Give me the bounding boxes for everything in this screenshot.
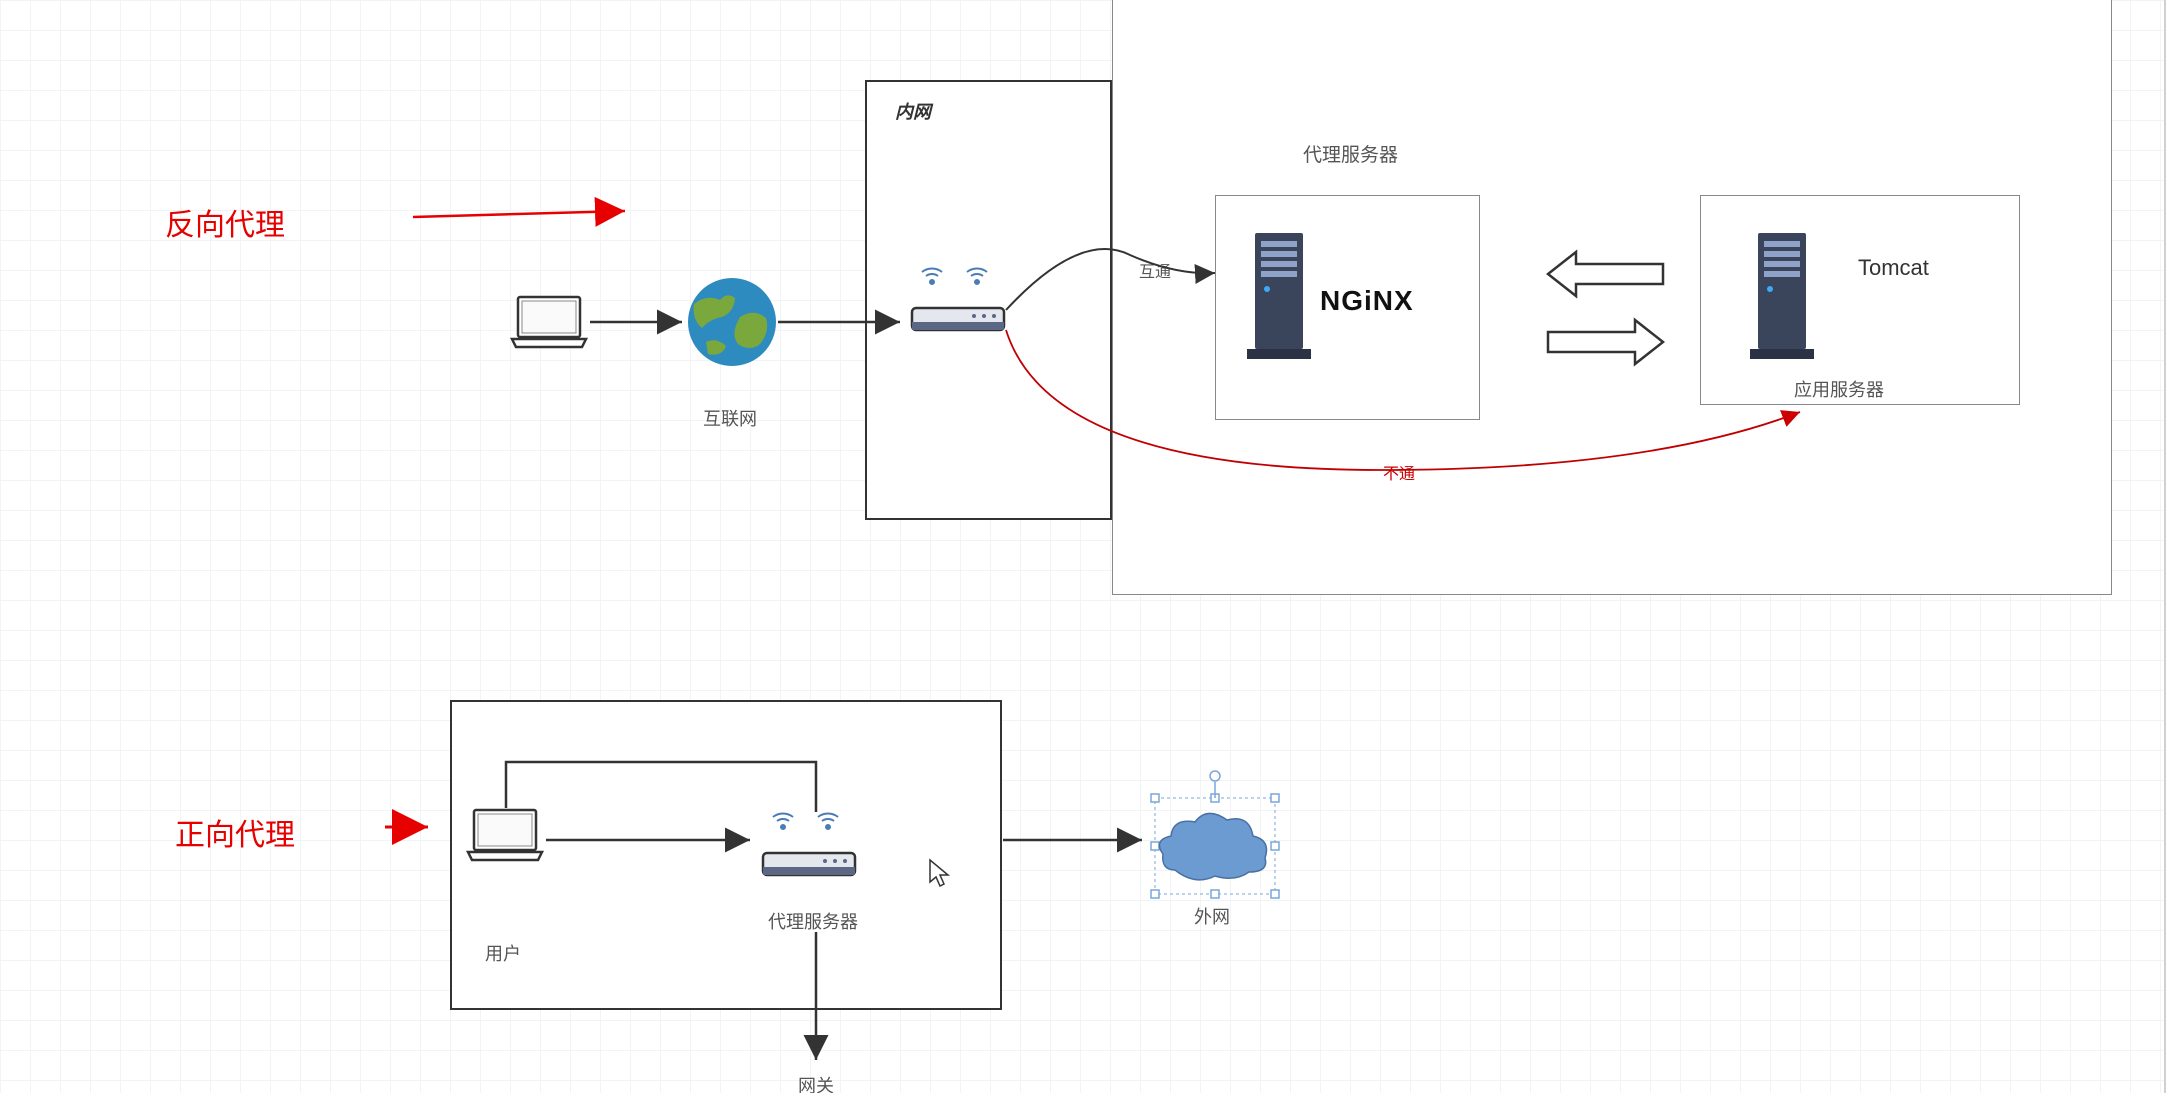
server-tomcat-icon [1750, 233, 1814, 359]
reverse-proxy-arrow-icon [413, 211, 625, 217]
hollow-arrow-left-icon [1548, 252, 1663, 296]
laptop-icon [512, 297, 586, 347]
connector-router-nginx [1006, 249, 1215, 310]
diagram-canvas: 内网 代理服务器 反向代理 正向代理 用户 互联网 NGiNX Tomcat 应… [0, 0, 2166, 1093]
laptop2-icon [468, 810, 542, 860]
globe-icon [688, 278, 776, 366]
router2-icon [763, 813, 855, 875]
connector-router-tomcat-blocked [1006, 330, 1800, 470]
cursor-icon [930, 860, 948, 886]
svg-layer [0, 0, 2166, 1093]
server-nginx-icon [1247, 233, 1311, 359]
cloud-selected-icon [1151, 771, 1279, 898]
router-icon [912, 268, 1004, 330]
connector-laptop2-router2-top [506, 762, 816, 812]
hollow-arrow-right-icon [1548, 320, 1663, 364]
